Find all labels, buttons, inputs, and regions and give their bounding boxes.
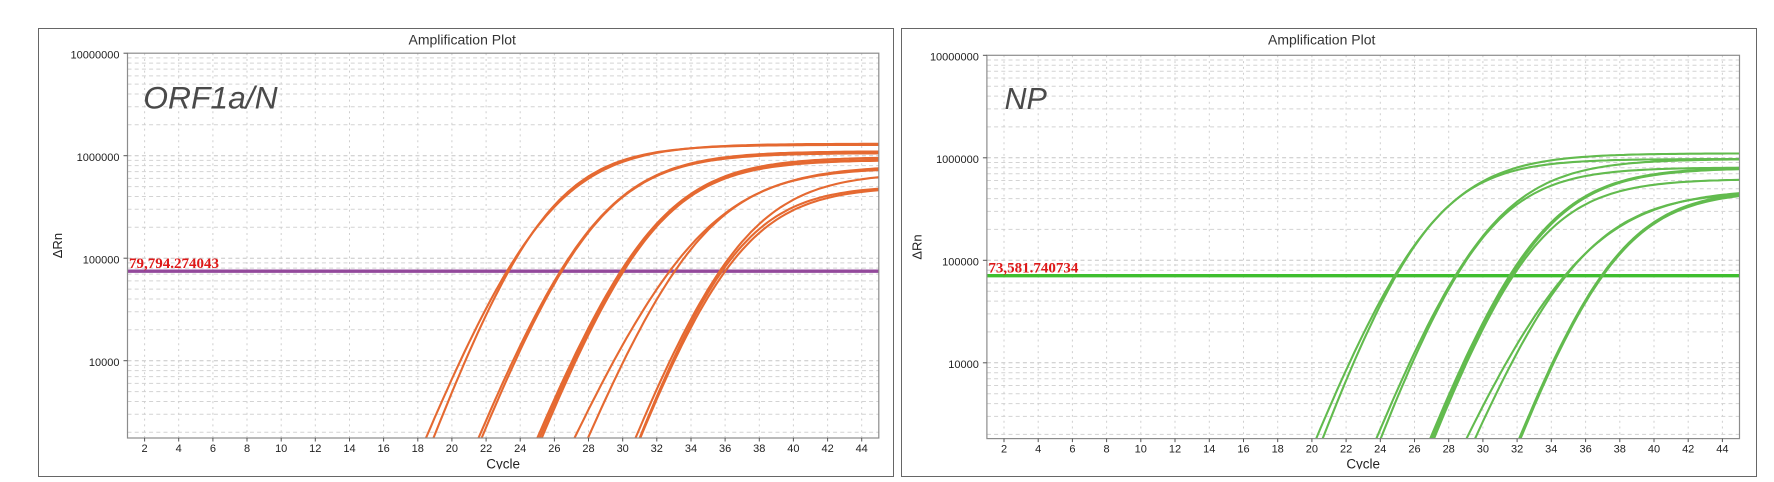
- svg-text:ΔRn: ΔRn: [909, 234, 924, 259]
- svg-text:1000000: 1000000: [77, 152, 120, 164]
- svg-text:73,581.740734: 73,581.740734: [988, 260, 1079, 276]
- svg-text:12: 12: [309, 443, 321, 455]
- svg-text:34: 34: [685, 443, 697, 455]
- svg-text:44: 44: [856, 443, 868, 455]
- svg-text:6: 6: [1069, 444, 1075, 456]
- svg-text:10000: 10000: [948, 359, 979, 371]
- svg-text:20: 20: [446, 443, 458, 455]
- svg-text:16: 16: [1237, 444, 1249, 456]
- svg-text:14: 14: [343, 443, 355, 455]
- svg-text:14: 14: [1203, 444, 1215, 456]
- svg-text:10: 10: [275, 443, 287, 455]
- svg-text:22: 22: [480, 443, 492, 455]
- svg-text:24: 24: [514, 443, 526, 455]
- svg-text:100000: 100000: [83, 254, 120, 266]
- svg-text:ΔRn: ΔRn: [50, 233, 65, 258]
- svg-text:6: 6: [210, 443, 216, 455]
- svg-text:28: 28: [1443, 444, 1455, 456]
- svg-text:Amplification Plot: Amplification Plot: [1268, 32, 1375, 48]
- svg-text:2: 2: [1001, 444, 1007, 456]
- svg-text:22: 22: [1340, 444, 1352, 456]
- svg-text:1000000: 1000000: [936, 154, 979, 166]
- svg-text:42: 42: [821, 443, 833, 455]
- svg-text:18: 18: [1272, 444, 1284, 456]
- svg-text:24: 24: [1374, 444, 1386, 456]
- svg-text:34: 34: [1545, 444, 1557, 456]
- svg-text:8: 8: [244, 443, 250, 455]
- svg-text:26: 26: [548, 443, 560, 455]
- svg-text:30: 30: [617, 443, 629, 455]
- svg-text:18: 18: [412, 443, 424, 455]
- svg-text:20: 20: [1306, 444, 1318, 456]
- svg-text:10000000: 10000000: [71, 49, 120, 61]
- svg-text:42: 42: [1682, 444, 1694, 456]
- svg-text:2: 2: [142, 443, 148, 455]
- svg-text:40: 40: [787, 443, 799, 455]
- svg-text:38: 38: [753, 443, 765, 455]
- svg-text:36: 36: [719, 443, 731, 455]
- svg-text:100000: 100000: [942, 257, 979, 269]
- svg-text:32: 32: [1511, 444, 1523, 456]
- svg-text:26: 26: [1408, 444, 1420, 456]
- svg-text:44: 44: [1716, 444, 1728, 456]
- svg-text:28: 28: [582, 443, 594, 455]
- svg-text:32: 32: [651, 443, 663, 455]
- svg-text:16: 16: [377, 443, 389, 455]
- svg-text:10: 10: [1135, 444, 1147, 456]
- svg-text:Cycle: Cycle: [1346, 457, 1380, 472]
- svg-text:Cycle: Cycle: [486, 457, 520, 472]
- svg-text:4: 4: [176, 443, 182, 455]
- svg-text:38: 38: [1614, 444, 1626, 456]
- svg-text:8: 8: [1104, 444, 1110, 456]
- svg-text:40: 40: [1648, 444, 1660, 456]
- svg-text:79,794.274043: 79,794.274043: [129, 256, 219, 272]
- svg-text:30: 30: [1477, 444, 1489, 456]
- svg-text:4: 4: [1035, 444, 1041, 456]
- svg-text:ORF1a/N: ORF1a/N: [143, 80, 277, 116]
- svg-text:36: 36: [1579, 444, 1591, 456]
- svg-text:12: 12: [1169, 444, 1181, 456]
- svg-text:Amplification Plot: Amplification Plot: [409, 32, 516, 48]
- svg-text:10000: 10000: [89, 357, 120, 369]
- svg-text:10000000: 10000000: [930, 52, 979, 64]
- svg-text:NP: NP: [1005, 82, 1048, 116]
